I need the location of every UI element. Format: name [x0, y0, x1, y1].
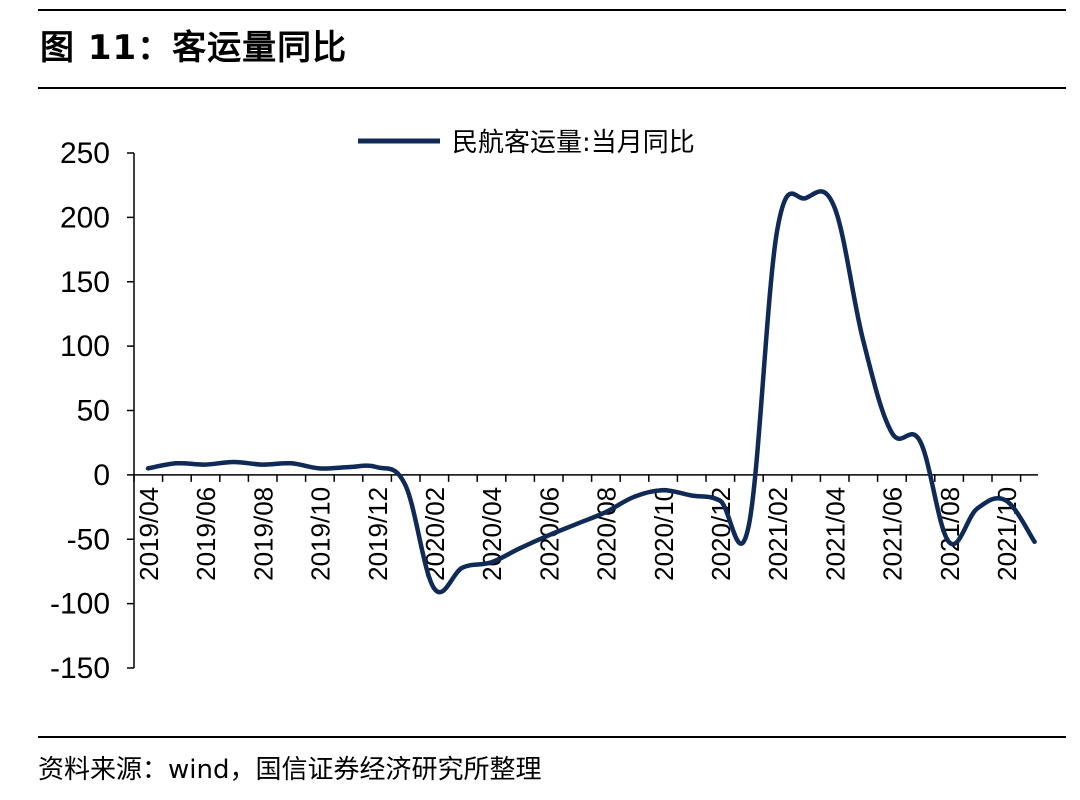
y-tick-label: -100	[50, 588, 110, 621]
y-tick-label: 250	[60, 137, 110, 170]
y-tick-label: 100	[60, 330, 110, 363]
title-rule	[38, 87, 1066, 89]
y-tick-label: 0	[93, 459, 110, 492]
figure-title: 图 11：客运量同比	[40, 28, 348, 68]
x-tick-label: 2020/10	[649, 487, 679, 581]
y-tick-label: -50	[67, 523, 110, 556]
x-tick-label: 2019/12	[363, 487, 393, 581]
x-tick-label: 2020/04	[477, 487, 507, 581]
bottom-rule	[38, 736, 1066, 738]
x-tick-label: 2019/08	[248, 487, 278, 581]
line-chart: 250 200 150 100 50 0 -50 -100 -150 2019/04 2019/06…	[50, 128, 1038, 685]
y-tick-label: -150	[50, 652, 110, 685]
x-tick-label: 2021/02	[763, 487, 793, 581]
x-tick-label: 2021/06	[878, 487, 908, 581]
legend-label: 民航客运量:当月同比	[452, 128, 695, 158]
top-rule	[38, 9, 1066, 11]
y-tick-label: 150	[60, 266, 110, 299]
source-note: 资料来源：wind，国信证券经济研究所整理	[38, 755, 542, 785]
x-tick-label: 2020/08	[592, 487, 622, 581]
plot-area: 250 200 150 100 50 0 -50 -100 -150 2019/04 2019/06…	[50, 128, 1038, 685]
x-tick-label: 2019/10	[306, 487, 336, 581]
x-tick-label: 2021/04	[820, 487, 850, 581]
series-line	[145, 189, 1037, 595]
x-tick-label: 2019/04	[134, 487, 164, 581]
x-tick-label: 2019/06	[191, 487, 221, 581]
y-tick-label: 50	[77, 395, 110, 428]
y-tick-label: 200	[60, 201, 110, 234]
